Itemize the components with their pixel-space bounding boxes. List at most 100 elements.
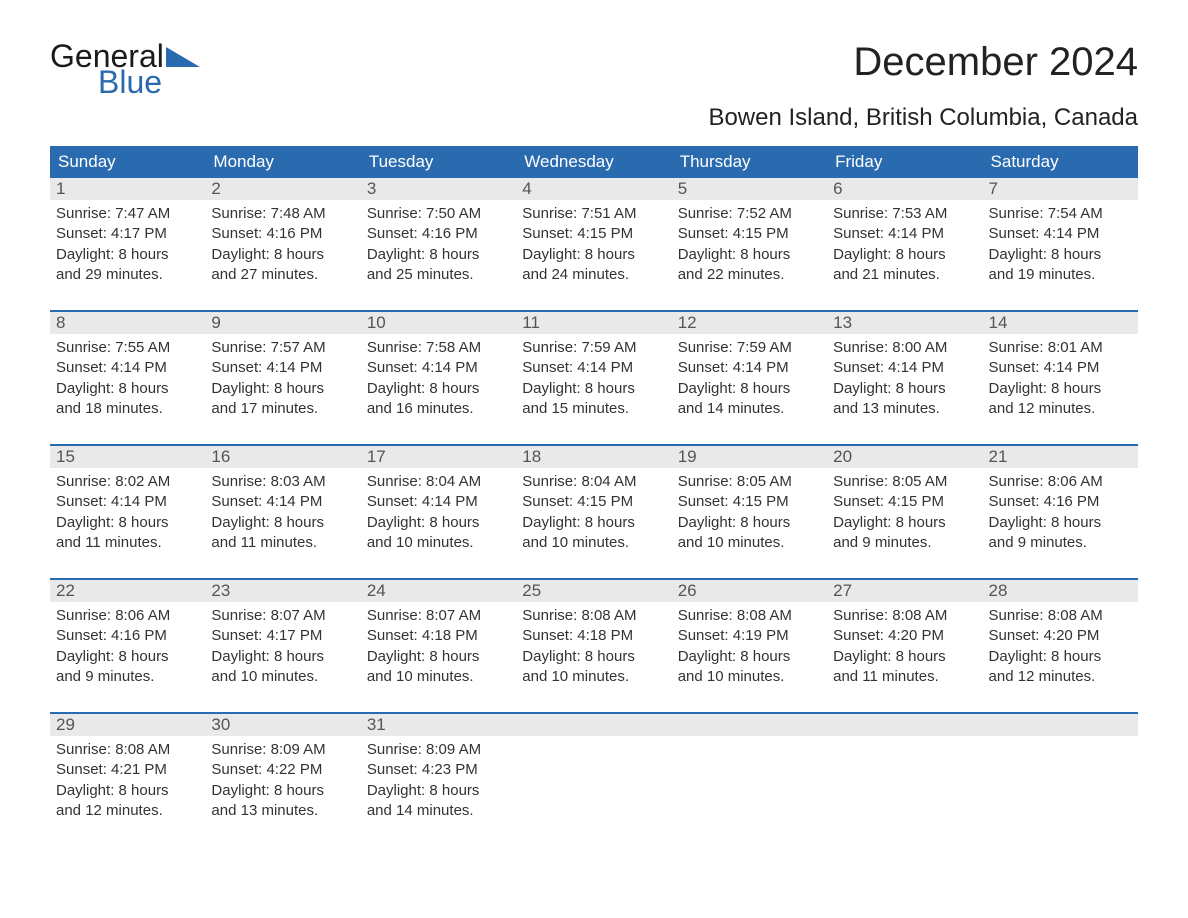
- sunset-text: Sunset: 4:19 PM: [678, 626, 821, 646]
- day-number: [983, 714, 1138, 736]
- sunset-text: Sunset: 4:17 PM: [211, 626, 354, 646]
- sunrise-text: Sunrise: 7:53 AM: [833, 204, 976, 224]
- sunrise-text: Sunrise: 8:04 AM: [522, 472, 665, 492]
- sunrise-text: Sunrise: 7:50 AM: [367, 204, 510, 224]
- daylight-text-1: Daylight: 8 hours: [56, 647, 199, 667]
- day-cell: Sunrise: 8:07 AMSunset: 4:17 PMDaylight:…: [205, 602, 360, 696]
- sunset-text: Sunset: 4:22 PM: [211, 760, 354, 780]
- day-number: 5: [672, 178, 827, 200]
- sunset-text: Sunset: 4:17 PM: [56, 224, 199, 244]
- day-number: 20: [827, 446, 982, 468]
- daylight-text-1: Daylight: 8 hours: [833, 379, 976, 399]
- daylight-text-2: and 10 minutes.: [522, 667, 665, 687]
- daylight-text-2: and 22 minutes.: [678, 265, 821, 285]
- day-cell: Sunrise: 7:59 AMSunset: 4:14 PMDaylight:…: [672, 334, 827, 428]
- daylight-text-2: and 14 minutes.: [678, 399, 821, 419]
- daynum-row: 15161718192021: [50, 446, 1138, 468]
- daylight-text-1: Daylight: 8 hours: [833, 513, 976, 533]
- daylight-text-2: and 19 minutes.: [989, 265, 1132, 285]
- daylight-text-2: and 24 minutes.: [522, 265, 665, 285]
- sunset-text: Sunset: 4:14 PM: [522, 358, 665, 378]
- daylight-text-1: Daylight: 8 hours: [678, 647, 821, 667]
- day-cell: Sunrise: 7:48 AMSunset: 4:16 PMDaylight:…: [205, 200, 360, 294]
- sunrise-text: Sunrise: 8:07 AM: [211, 606, 354, 626]
- sunrise-text: Sunrise: 8:08 AM: [56, 740, 199, 760]
- day-number: 26: [672, 580, 827, 602]
- day-cell: Sunrise: 8:09 AMSunset: 4:23 PMDaylight:…: [361, 736, 516, 830]
- day-number: 18: [516, 446, 671, 468]
- daylight-text-1: Daylight: 8 hours: [522, 379, 665, 399]
- day-number: 12: [672, 312, 827, 334]
- daylight-text-2: and 18 minutes.: [56, 399, 199, 419]
- daylight-text-2: and 15 minutes.: [522, 399, 665, 419]
- day-number: 14: [983, 312, 1138, 334]
- location-subtitle: Bowen Island, British Columbia, Canada: [50, 104, 1138, 132]
- day-number: [672, 714, 827, 736]
- header: General Blue December 2024: [50, 40, 1138, 98]
- daylight-text-2: and 25 minutes.: [367, 265, 510, 285]
- sunset-text: Sunset: 4:15 PM: [522, 492, 665, 512]
- day-number: 27: [827, 580, 982, 602]
- day-cell: Sunrise: 8:03 AMSunset: 4:14 PMDaylight:…: [205, 468, 360, 562]
- day-number: 30: [205, 714, 360, 736]
- daylight-text-2: and 9 minutes.: [56, 667, 199, 687]
- daylight-text-1: Daylight: 8 hours: [211, 513, 354, 533]
- sunrise-text: Sunrise: 8:08 AM: [833, 606, 976, 626]
- sunset-text: Sunset: 4:14 PM: [989, 224, 1132, 244]
- daylight-text-2: and 29 minutes.: [56, 265, 199, 285]
- sunset-text: Sunset: 4:14 PM: [833, 224, 976, 244]
- daylight-text-1: Daylight: 8 hours: [989, 647, 1132, 667]
- daybody-row: Sunrise: 7:47 AMSunset: 4:17 PMDaylight:…: [50, 200, 1138, 310]
- sunrise-text: Sunrise: 7:54 AM: [989, 204, 1132, 224]
- day-number: 4: [516, 178, 671, 200]
- sunset-text: Sunset: 4:14 PM: [678, 358, 821, 378]
- daylight-text-2: and 10 minutes.: [678, 667, 821, 687]
- day-number: 31: [361, 714, 516, 736]
- day-cell: Sunrise: 8:08 AMSunset: 4:21 PMDaylight:…: [50, 736, 205, 830]
- day-number: 29: [50, 714, 205, 736]
- day-number: 23: [205, 580, 360, 602]
- sunrise-text: Sunrise: 8:08 AM: [678, 606, 821, 626]
- daylight-text-2: and 11 minutes.: [833, 667, 976, 687]
- day-cell: Sunrise: 7:47 AMSunset: 4:17 PMDaylight:…: [50, 200, 205, 294]
- day-cell: Sunrise: 8:05 AMSunset: 4:15 PMDaylight:…: [827, 468, 982, 562]
- daylight-text-2: and 27 minutes.: [211, 265, 354, 285]
- daylight-text-2: and 13 minutes.: [211, 801, 354, 821]
- sunset-text: Sunset: 4:18 PM: [367, 626, 510, 646]
- daylight-text-1: Daylight: 8 hours: [211, 245, 354, 265]
- daynum-row: 891011121314: [50, 312, 1138, 334]
- sunrise-text: Sunrise: 7:51 AM: [522, 204, 665, 224]
- daylight-text-2: and 10 minutes.: [211, 667, 354, 687]
- sunset-text: Sunset: 4:21 PM: [56, 760, 199, 780]
- daylight-text-1: Daylight: 8 hours: [56, 513, 199, 533]
- sunset-text: Sunset: 4:14 PM: [989, 358, 1132, 378]
- day-number: 6: [827, 178, 982, 200]
- day-header: Monday: [205, 146, 360, 178]
- sunset-text: Sunset: 4:14 PM: [367, 358, 510, 378]
- day-cell: [827, 736, 982, 830]
- sunrise-text: Sunrise: 8:02 AM: [56, 472, 199, 492]
- daylight-text-1: Daylight: 8 hours: [56, 245, 199, 265]
- day-number: 7: [983, 178, 1138, 200]
- day-cell: Sunrise: 8:08 AMSunset: 4:19 PMDaylight:…: [672, 602, 827, 696]
- day-cell: Sunrise: 8:08 AMSunset: 4:20 PMDaylight:…: [983, 602, 1138, 696]
- day-number: 3: [361, 178, 516, 200]
- sunset-text: Sunset: 4:16 PM: [989, 492, 1132, 512]
- day-number: 2: [205, 178, 360, 200]
- day-header: Wednesday: [516, 146, 671, 178]
- day-cell: Sunrise: 7:55 AMSunset: 4:14 PMDaylight:…: [50, 334, 205, 428]
- sunrise-text: Sunrise: 8:09 AM: [211, 740, 354, 760]
- sunrise-text: Sunrise: 7:52 AM: [678, 204, 821, 224]
- day-cell: Sunrise: 8:06 AMSunset: 4:16 PMDaylight:…: [983, 468, 1138, 562]
- day-cell: Sunrise: 7:53 AMSunset: 4:14 PMDaylight:…: [827, 200, 982, 294]
- daylight-text-1: Daylight: 8 hours: [211, 647, 354, 667]
- daylight-text-1: Daylight: 8 hours: [211, 781, 354, 801]
- daylight-text-2: and 16 minutes.: [367, 399, 510, 419]
- day-cell: Sunrise: 8:02 AMSunset: 4:14 PMDaylight:…: [50, 468, 205, 562]
- day-number: 8: [50, 312, 205, 334]
- day-number: 25: [516, 580, 671, 602]
- sunrise-text: Sunrise: 7:48 AM: [211, 204, 354, 224]
- day-cell: Sunrise: 8:01 AMSunset: 4:14 PMDaylight:…: [983, 334, 1138, 428]
- sunset-text: Sunset: 4:14 PM: [211, 492, 354, 512]
- calendar: Sunday Monday Tuesday Wednesday Thursday…: [50, 146, 1138, 846]
